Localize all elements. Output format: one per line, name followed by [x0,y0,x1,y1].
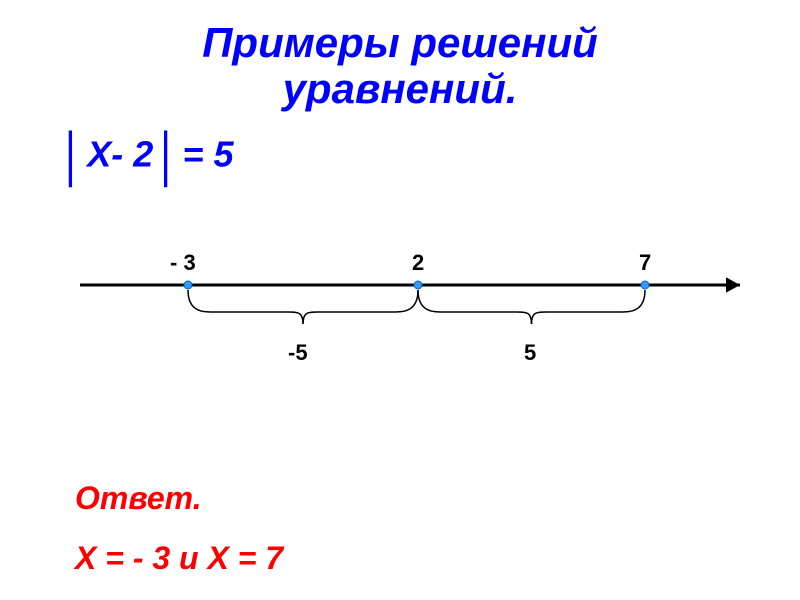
abs-bar-right: │ [153,130,182,184]
svg-text:-5: -5 [288,340,308,365]
number-line: - 3 2 7 -5 5 [0,220,800,400]
title-line2: уравнений. [0,66,800,112]
page-title: Примеры решений уравнений. [0,0,800,112]
equation: │Х- 2│= 5 [58,130,234,184]
abs-bar-left: │ [58,130,87,184]
equation-rhs: = 5 [183,134,234,175]
answer-label: Ответ. [75,480,202,517]
equation-inner: Х- 2 [87,134,153,175]
svg-text:2: 2 [412,250,424,275]
number-line-svg: - 3 2 7 -5 5 [0,220,800,400]
svg-text:- 3: - 3 [170,250,196,275]
svg-text:5: 5 [524,340,536,365]
answer-text: Х = - 3 и Х = 7 [75,540,283,577]
svg-text:7: 7 [639,250,651,275]
title-line1: Примеры решений [0,20,800,66]
